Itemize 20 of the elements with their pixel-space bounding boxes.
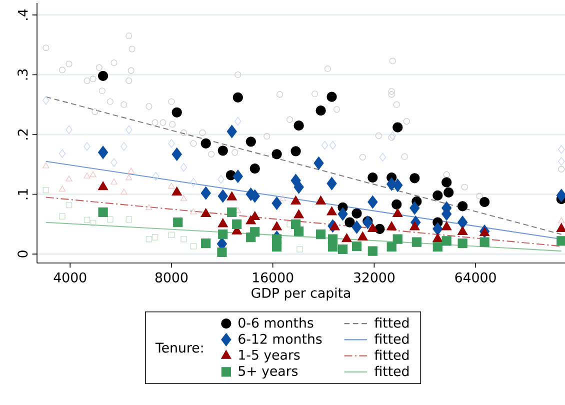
legend-label: 1-5 years	[239, 350, 300, 362]
y-tick-label: .4	[18, 9, 28, 20]
legend-label: 0-6 months	[238, 317, 314, 328]
x-tick-label: 4000	[54, 272, 86, 282]
legend-title: Tenure:	[155, 342, 203, 353]
y-tick-label: .2	[18, 129, 28, 140]
x-tick-label: 64000	[455, 272, 496, 282]
y-tick-label: .1	[18, 189, 28, 200]
legend-label: 5+ years	[238, 366, 298, 379]
y-tick-label: 0	[18, 250, 28, 258]
legend-label: fitted	[374, 350, 409, 360]
legend-label: fitted	[374, 334, 409, 344]
legend-label: 6-12 months	[238, 334, 322, 344]
x-axis-title: GDP per capita	[252, 288, 350, 301]
x-tick-label: 8000	[155, 272, 188, 282]
legend-label: fitted	[374, 317, 409, 328]
y-tick-label: .3	[18, 69, 28, 80]
x-tick-label: 32000	[354, 272, 395, 282]
x-tick-label: 16000	[253, 272, 294, 282]
legend-label: fitted	[374, 366, 409, 376]
